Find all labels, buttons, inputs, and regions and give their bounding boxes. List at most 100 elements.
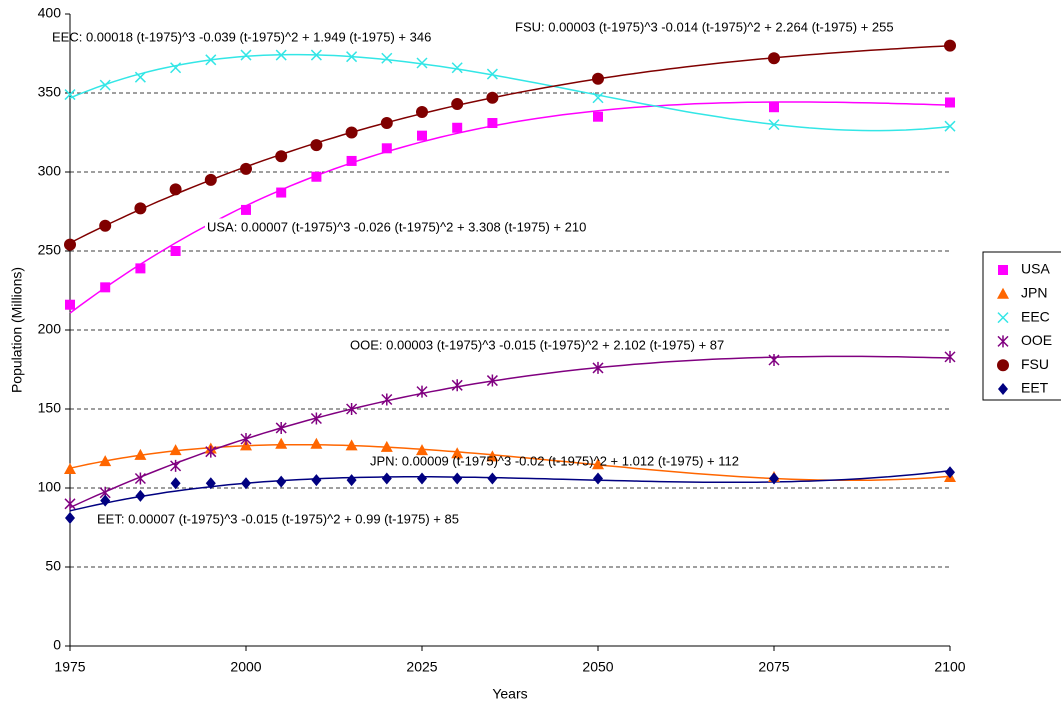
y-tick-label: 100	[38, 479, 62, 495]
marker	[241, 204, 251, 215]
marker	[592, 458, 604, 470]
marker	[997, 335, 1009, 348]
marker	[416, 444, 428, 456]
x-axis-label: Years	[492, 686, 527, 702]
annotation: OOE: 0.00003 (t-1975)^3 -0.015 (t-1975)^…	[350, 337, 724, 352]
marker	[381, 472, 392, 485]
marker	[135, 489, 146, 502]
marker	[452, 122, 463, 133]
y-tick-label: 50	[45, 558, 61, 574]
y-tick-label: 350	[38, 84, 62, 100]
marker	[380, 440, 393, 452]
marker	[417, 472, 427, 485]
marker	[64, 497, 76, 510]
x-tick-label: 2025	[406, 659, 437, 675]
annotation: JPN: 0.00009 (t-1975)^3 -0.02 (t-1975)^2…	[370, 453, 739, 468]
marker	[310, 437, 323, 449]
marker	[134, 448, 147, 460]
x-tick-label: 2000	[230, 659, 261, 675]
marker	[135, 263, 146, 274]
x-tick-label: 2050	[582, 659, 613, 675]
y-tick-label: 400	[38, 5, 62, 21]
marker	[64, 89, 76, 101]
marker	[134, 71, 146, 83]
marker	[310, 139, 323, 152]
marker	[100, 282, 111, 293]
legend-label: FSU	[1021, 356, 1049, 372]
marker	[945, 97, 955, 108]
trend-line	[69, 443, 951, 482]
marker	[64, 463, 76, 475]
marker	[416, 57, 428, 69]
y-tick-label: 300	[38, 163, 62, 179]
marker	[451, 379, 463, 392]
marker	[170, 477, 181, 490]
marker	[380, 117, 393, 130]
marker	[310, 49, 322, 61]
marker	[65, 512, 75, 525]
marker	[487, 118, 498, 129]
x-tick-label: 1975	[54, 659, 85, 675]
marker	[944, 39, 956, 52]
trend-line	[69, 355, 951, 509]
marker	[346, 403, 358, 415]
marker	[205, 477, 216, 490]
marker	[997, 287, 1009, 299]
marker	[275, 150, 288, 163]
trend-line	[69, 469, 951, 512]
marker	[592, 361, 604, 374]
marker	[944, 120, 956, 132]
marker	[240, 162, 252, 175]
marker	[487, 472, 498, 485]
legend-label: OOE	[1021, 332, 1052, 348]
marker	[452, 472, 463, 485]
marker	[205, 445, 217, 458]
marker	[134, 202, 147, 215]
marker	[769, 472, 779, 485]
marker	[592, 92, 604, 104]
marker	[276, 187, 287, 198]
x-tick-label: 2100	[934, 659, 965, 675]
marker	[451, 62, 463, 74]
marker	[205, 54, 217, 66]
marker	[997, 359, 1009, 372]
marker	[381, 52, 393, 64]
legend-label: USA	[1021, 261, 1050, 277]
marker	[944, 350, 956, 363]
marker	[486, 68, 498, 80]
marker	[169, 183, 182, 196]
y-tick-label: 250	[38, 242, 62, 258]
marker	[64, 238, 76, 251]
marker	[345, 439, 358, 451]
marker	[945, 466, 955, 479]
marker	[451, 447, 464, 459]
marker	[100, 494, 111, 507]
trend-line	[69, 101, 951, 314]
marker	[346, 51, 358, 63]
y-tick-label: 0	[53, 637, 61, 653]
marker	[593, 472, 603, 485]
annotation: FSU: 0.00003 (t-1975)^3 -0.014 (t-1975)^…	[515, 19, 894, 34]
marker	[345, 126, 358, 139]
marker	[486, 450, 499, 462]
marker	[998, 383, 1008, 395]
marker	[65, 299, 75, 310]
marker	[346, 155, 357, 166]
legend-label: EET	[1021, 380, 1049, 396]
y-tick-label: 150	[38, 400, 62, 416]
trend-line	[69, 53, 951, 132]
marker	[276, 475, 287, 488]
marker	[998, 265, 1008, 275]
marker	[769, 102, 779, 113]
marker	[170, 459, 182, 472]
marker	[99, 79, 111, 91]
marker	[170, 246, 181, 256]
marker	[241, 477, 251, 490]
marker	[134, 472, 146, 485]
annotation: USA: 0.00007 (t-1975)^3 -0.026 (t-1975)^…	[207, 219, 586, 234]
trend-line	[69, 44, 951, 244]
marker	[275, 437, 288, 449]
marker	[99, 219, 112, 232]
marker	[486, 91, 499, 104]
annotation: EEC: 0.00018 (t-1975)^3 -0.039 (t-1975)^…	[52, 29, 431, 44]
